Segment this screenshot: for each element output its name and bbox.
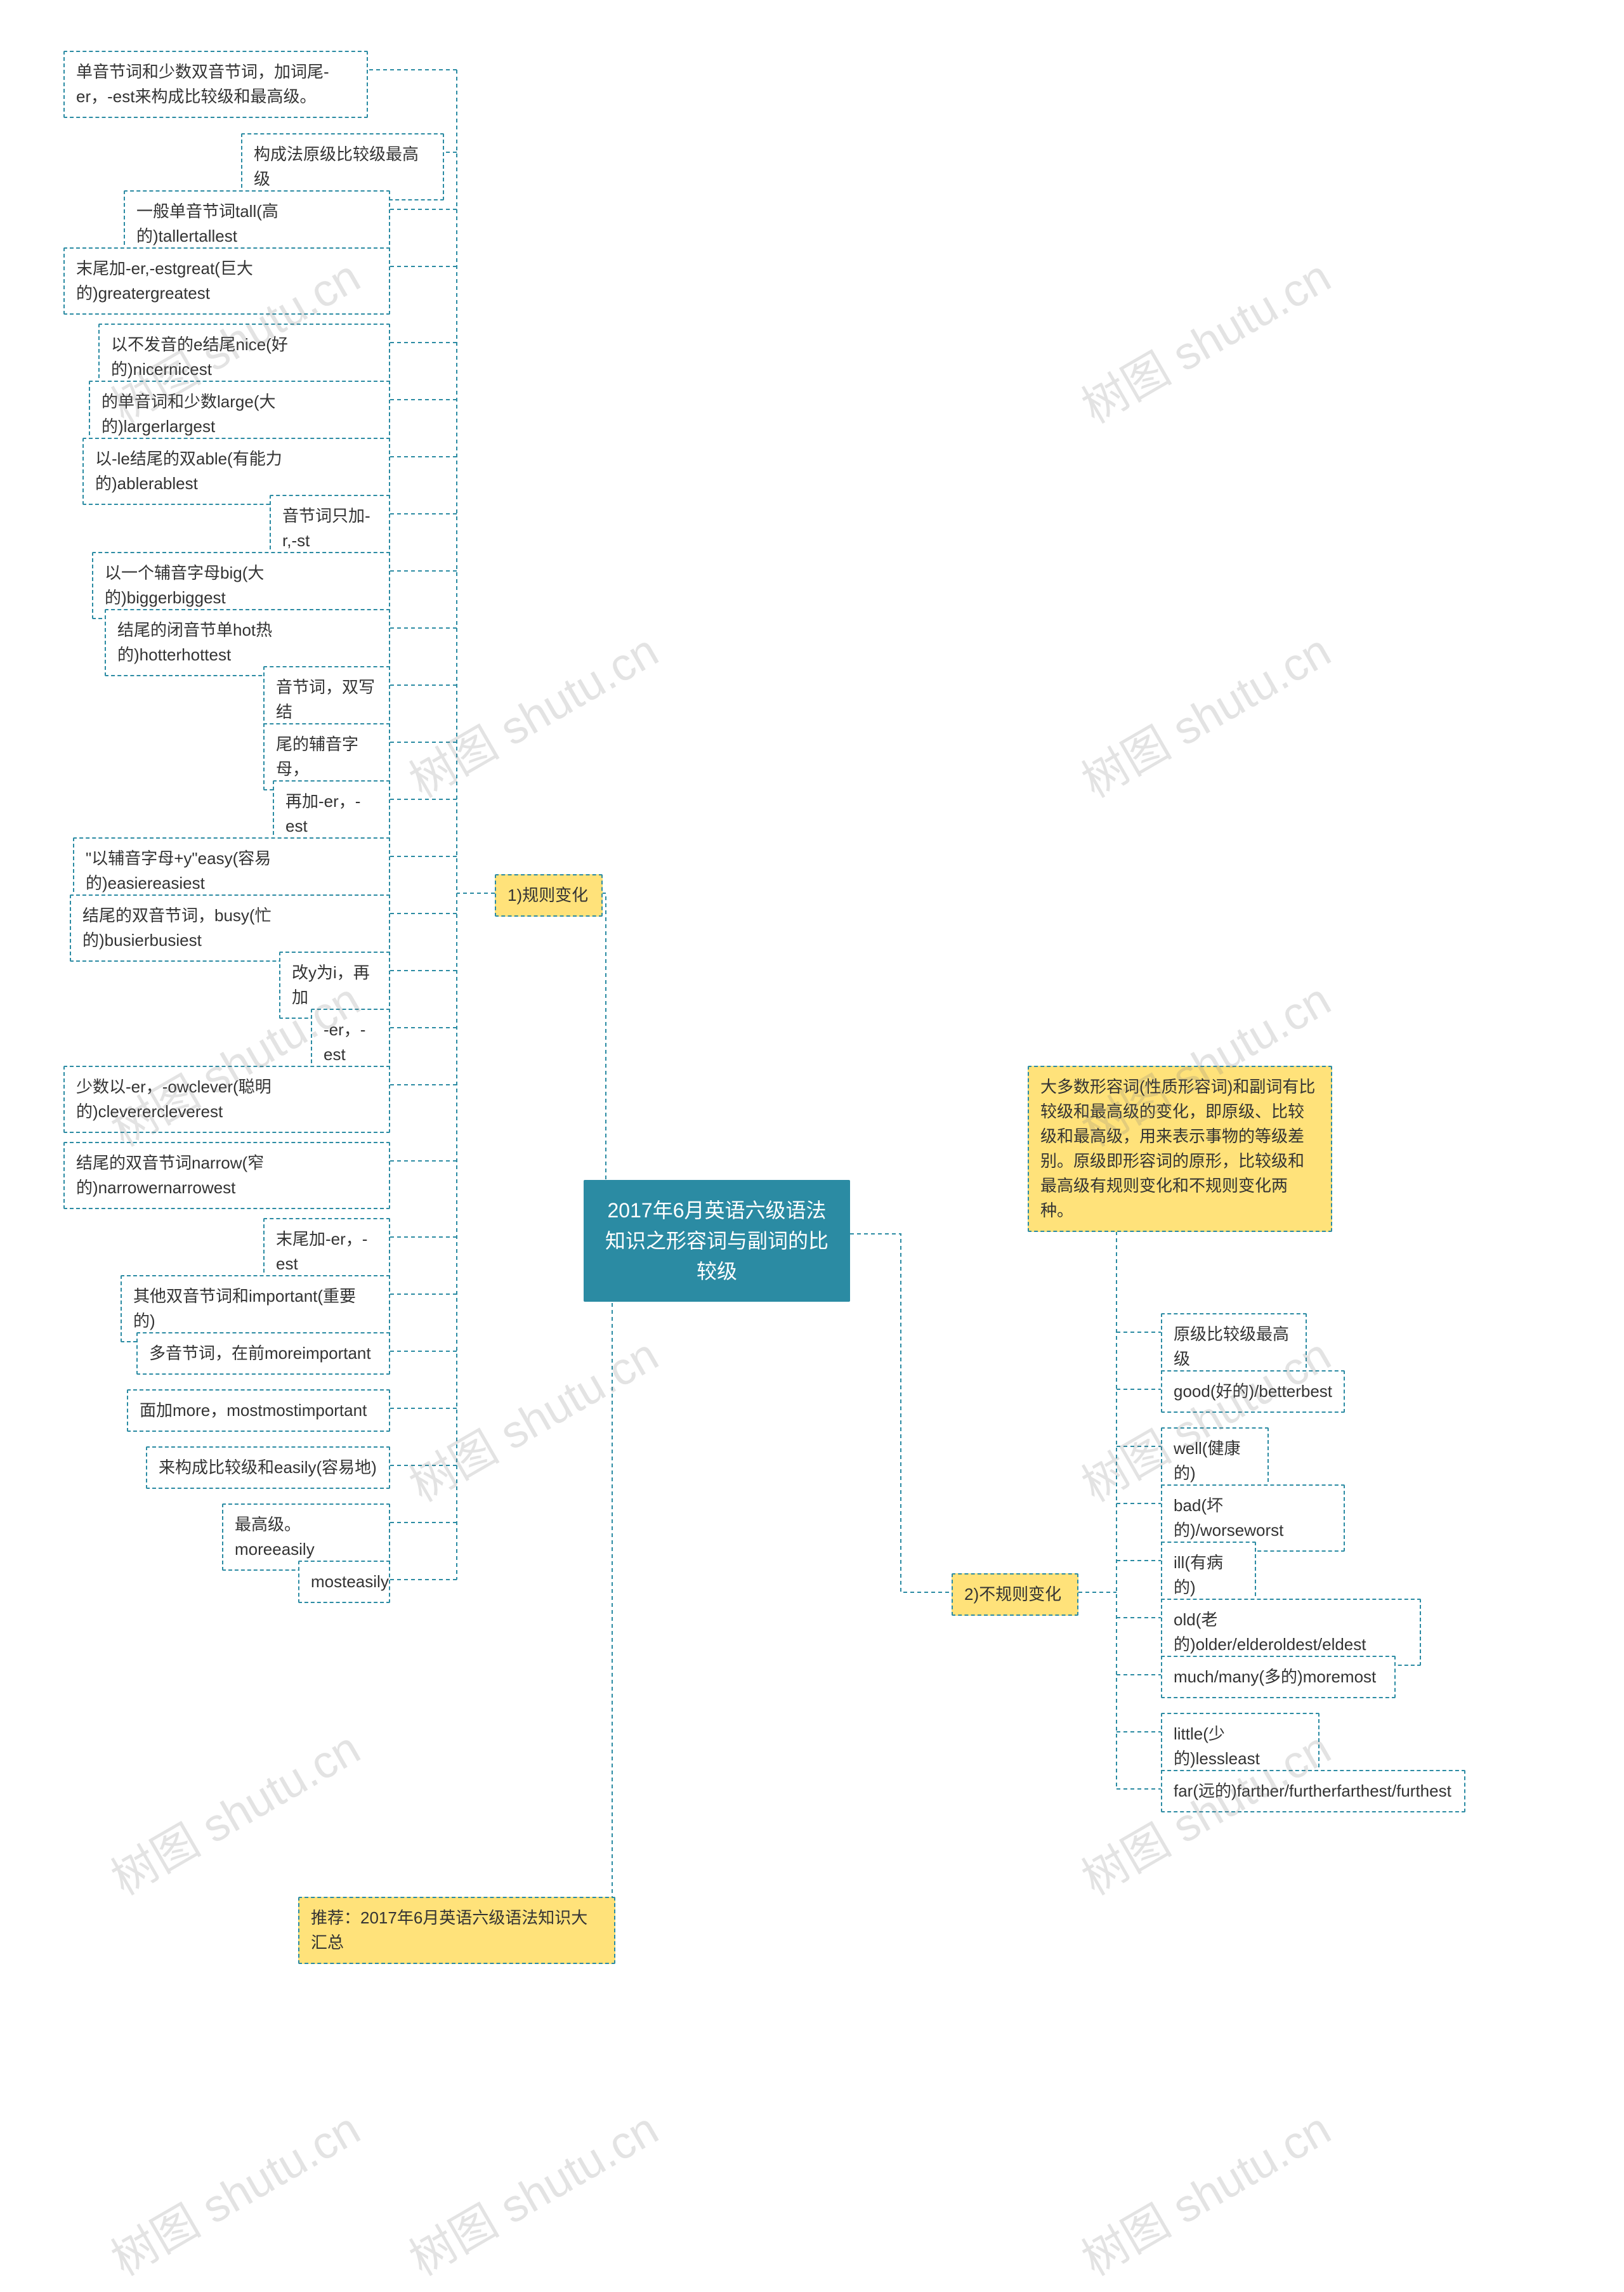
- leaf-label: 来构成比较级和easily(容易地): [146, 1446, 390, 1489]
- leaf-right: 大多数形容词(性质形容词)和副词有比较级和最高级的变化，即原级、比较级和最高级，…: [1028, 1066, 1332, 1232]
- center-text: 2017年6月英语六级语法知识之形容词与副词的比较级: [584, 1180, 850, 1302]
- watermark: 树图 shutu.cn: [97, 2092, 370, 2288]
- branch-regular-change: 1)规则变化: [495, 874, 603, 917]
- branch-recommended: 推荐：2017年6月英语六级语法知识大汇总: [298, 1897, 615, 1964]
- center-node: 2017年6月英语六级语法知识之形容词与副词的比较级: [584, 1180, 850, 1302]
- leaf-left: 面加more，mostmostimportant: [127, 1389, 390, 1432]
- leaf-left: 来构成比较级和easily(容易地): [146, 1446, 390, 1489]
- watermark: 树图 shutu.cn: [1068, 240, 1340, 436]
- mindmap-canvas: 2017年6月英语六级语法知识之形容词与副词的比较级 1)规则变化 2)不规则变…: [0, 0, 1624, 2292]
- branch-label: 推荐：2017年6月英语六级语法知识大汇总: [298, 1897, 615, 1964]
- leaf-label: 少数以-er，-owclever(聪明的)cleverercleverest: [63, 1066, 390, 1133]
- watermark: 树图 shutu.cn: [1068, 614, 1340, 810]
- leaf-label: 多音节词，在前moreimportant: [136, 1332, 390, 1375]
- leaf-right: much/many(多的)moremost: [1161, 1656, 1396, 1698]
- leaf-label: 单音节词和少数双音节词，加词尾-er，-est来构成比较级和最高级。: [63, 51, 368, 118]
- watermark: 树图 shutu.cn: [395, 614, 668, 810]
- watermark: 树图 shutu.cn: [395, 2092, 668, 2288]
- leaf-left: 少数以-er，-owclever(聪明的)cleverercleverest: [63, 1066, 390, 1133]
- branch-irregular-change: 2)不规则变化: [952, 1573, 1078, 1616]
- leaf-label: mosteasily: [298, 1561, 390, 1603]
- branch-label: 1)规则变化: [495, 874, 603, 917]
- leaf-left: 末尾加-er,-estgreat(巨大的)greatergreatest: [63, 247, 390, 315]
- branch-label: 2)不规则变化: [952, 1573, 1078, 1616]
- leaf-label: good(好的)/betterbest: [1161, 1370, 1345, 1413]
- leaf-label: 末尾加-er,-estgreat(巨大的)greatergreatest: [63, 247, 390, 315]
- leaf-label: far(远的)farther/furtherfarthest/furthest: [1161, 1770, 1465, 1812]
- leaf-label: 结尾的双音节词narrow(窄的)narrowernarrowest: [63, 1142, 390, 1209]
- leaf-label: 面加more，mostmostimportant: [127, 1389, 390, 1432]
- watermark: 树图 shutu.cn: [1068, 2092, 1340, 2288]
- leaf-right: far(远的)farther/furtherfarthest/furthest: [1161, 1770, 1465, 1812]
- watermark: 树图 shutu.cn: [395, 1318, 668, 1514]
- leaf-left: 单音节词和少数双音节词，加词尾-er，-est来构成比较级和最高级。: [63, 51, 368, 118]
- leaf-left: mosteasily: [298, 1561, 390, 1603]
- leaf-left: 结尾的双音节词narrow(窄的)narrowernarrowest: [63, 1142, 390, 1209]
- leaf-label: 大多数形容词(性质形容词)和副词有比较级和最高级的变化，即原级、比较级和最高级，…: [1028, 1066, 1332, 1232]
- leaf-right: good(好的)/betterbest: [1161, 1370, 1345, 1413]
- leaf-left: 多音节词，在前moreimportant: [136, 1332, 390, 1375]
- watermark: 树图 shutu.cn: [97, 1712, 370, 1908]
- leaf-label: much/many(多的)moremost: [1161, 1656, 1396, 1698]
